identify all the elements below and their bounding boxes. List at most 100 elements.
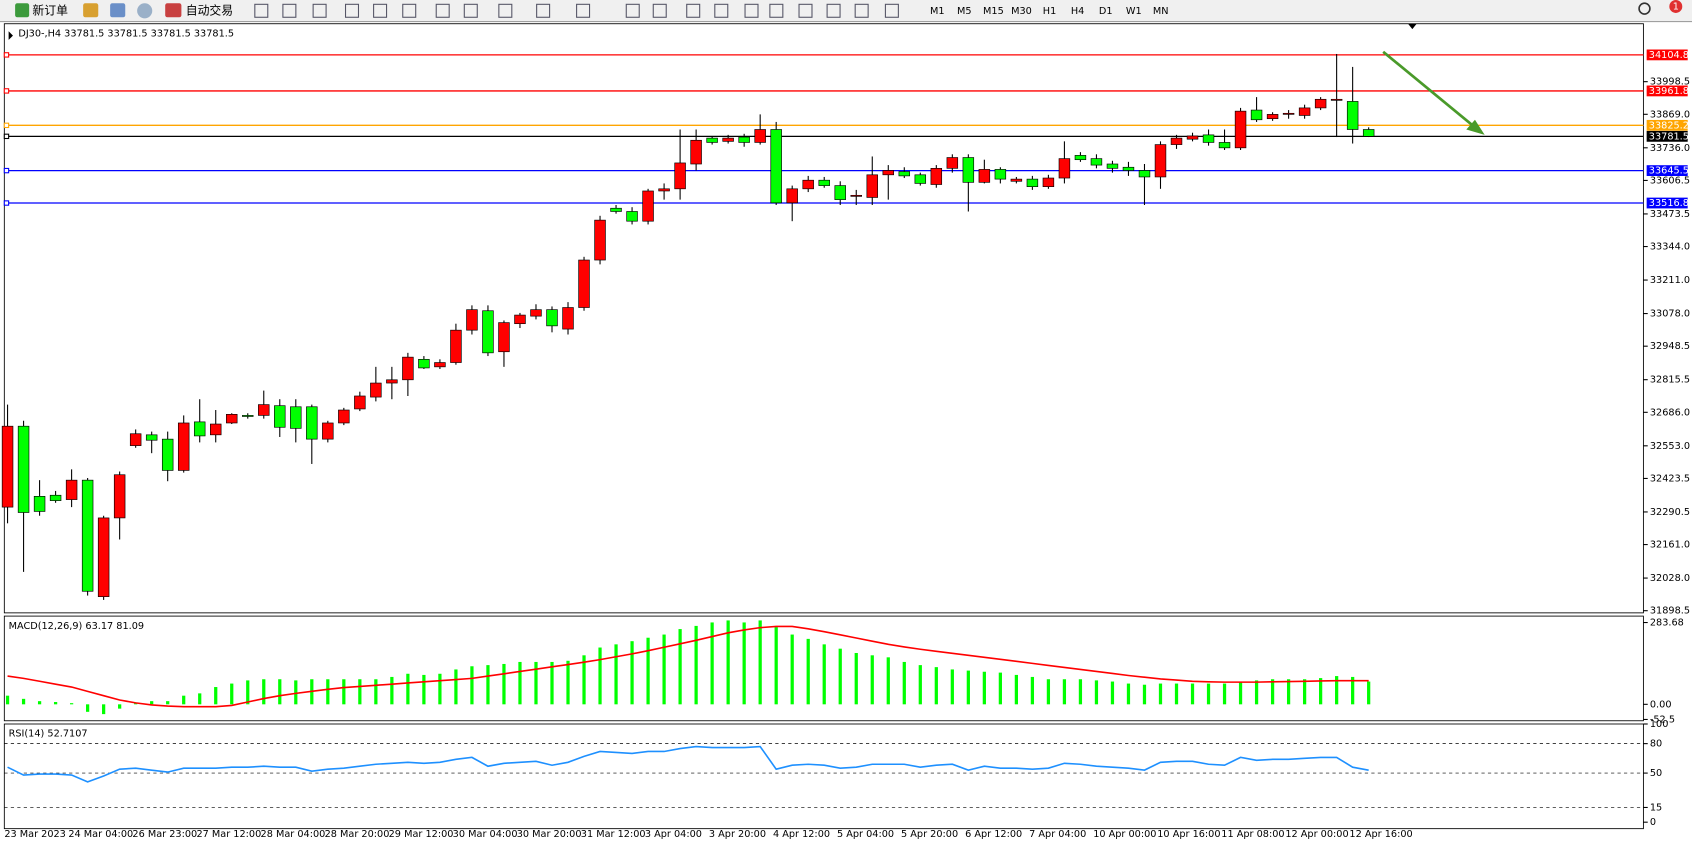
badge-count[interactable]: 1 bbox=[1673, 1, 1679, 12]
macd-bar bbox=[5, 695, 10, 705]
tool-icon[interactable] bbox=[826, 3, 841, 18]
candle-body bbox=[290, 406, 302, 429]
tool-icon[interactable] bbox=[463, 3, 478, 18]
level-handle bbox=[3, 167, 10, 174]
timeframe[interactable]: M15 bbox=[983, 6, 1004, 17]
macd-bar bbox=[326, 679, 330, 705]
new-order[interactable]: 新订单 bbox=[32, 3, 68, 17]
badge[interactable] bbox=[1669, 0, 1683, 13]
tool-icon[interactable] bbox=[498, 3, 513, 18]
candle-body bbox=[1346, 101, 1359, 130]
auto-trade[interactable]: 自动交易 bbox=[186, 3, 233, 17]
x-tick-label: 7 Apr 04:00 bbox=[1029, 829, 1086, 840]
icon[interactable] bbox=[137, 3, 153, 19]
candle-body bbox=[193, 421, 206, 437]
y-tick-label: 33869.0 bbox=[1650, 109, 1690, 120]
timeframe[interactable]: M1 bbox=[930, 6, 945, 17]
tool-icon[interactable] bbox=[625, 3, 640, 18]
candle-body bbox=[594, 219, 606, 261]
macd-bar bbox=[598, 647, 602, 705]
tool-icon[interactable] bbox=[576, 3, 591, 18]
x-tick-label: 12 Apr 00:00 bbox=[1285, 829, 1348, 840]
arrow-annotation bbox=[1382, 50, 1485, 135]
level-handle bbox=[3, 133, 10, 140]
macd-bar bbox=[966, 670, 970, 705]
y-tick-label: 32948.5 bbox=[1650, 341, 1690, 352]
timeframe[interactable]: D1 bbox=[1099, 6, 1113, 17]
timeframe[interactable]: W1 bbox=[1126, 6, 1142, 17]
candle-body bbox=[530, 309, 542, 317]
macd-bar bbox=[294, 680, 298, 705]
candle-body bbox=[1122, 166, 1135, 171]
tool-icon[interactable] bbox=[854, 3, 869, 18]
new-order-icon[interactable] bbox=[15, 3, 30, 18]
search-icon[interactable] bbox=[1638, 2, 1651, 15]
tool-icon[interactable] bbox=[254, 3, 269, 18]
timeframe[interactable]: MN bbox=[1153, 6, 1169, 17]
tool-icon[interactable] bbox=[402, 3, 417, 18]
tool-icon[interactable] bbox=[769, 3, 784, 18]
tool-icon[interactable] bbox=[435, 3, 450, 18]
x-tick-label: 23 Mar 2023 bbox=[4, 829, 66, 840]
icon[interactable] bbox=[110, 3, 126, 18]
timeframe[interactable]: M30 bbox=[1011, 6, 1032, 17]
macd-bar bbox=[630, 641, 634, 705]
candle-body bbox=[818, 179, 830, 186]
candle-body bbox=[706, 137, 718, 143]
macd-bar bbox=[550, 661, 554, 705]
level-tag bbox=[1646, 197, 1688, 209]
y-tick-label: 33473.5 bbox=[1650, 209, 1690, 220]
timeframe[interactable]: H1 bbox=[1043, 6, 1056, 17]
icon[interactable] bbox=[83, 3, 99, 18]
macd-bar bbox=[134, 703, 138, 705]
x-tick-label: 12 Apr 16:00 bbox=[1349, 829, 1412, 840]
tool-icon[interactable] bbox=[714, 3, 729, 18]
candle-body bbox=[49, 494, 62, 501]
x-tick-label: 29 Mar 12:00 bbox=[389, 829, 454, 840]
tool-icon[interactable] bbox=[798, 3, 813, 18]
tool-icon[interactable] bbox=[686, 3, 701, 18]
macd-bar bbox=[998, 672, 1002, 705]
candle-body bbox=[754, 129, 766, 143]
y-tick-label: 33736.0 bbox=[1650, 143, 1690, 154]
candle-body bbox=[978, 169, 991, 183]
macd-bar bbox=[822, 644, 826, 705]
tool-icons bbox=[254, 3, 899, 18]
candle-body bbox=[1202, 134, 1215, 143]
candle-body bbox=[994, 169, 1007, 180]
x-tick-label: 3 Apr 20:00 bbox=[709, 829, 766, 840]
macd-bar bbox=[806, 638, 810, 705]
macd-bar bbox=[214, 687, 218, 705]
rsi-line bbox=[7, 745, 1369, 783]
tool-icon[interactable] bbox=[282, 3, 297, 18]
plot: DJ30-,H4 33781.5 33781.5 33781.5 33781.5… bbox=[1, 28, 1690, 840]
candle-body bbox=[898, 171, 911, 177]
level-handle bbox=[3, 88, 10, 94]
candle-body bbox=[626, 211, 638, 222]
timeframe[interactable]: M5 bbox=[957, 6, 972, 17]
tool-icon[interactable] bbox=[373, 3, 388, 18]
tool-icon[interactable] bbox=[884, 3, 899, 18]
x-tick-label: 30 Mar 04:00 bbox=[453, 829, 518, 840]
macd-bar bbox=[1126, 683, 1131, 705]
candle-body bbox=[306, 406, 318, 440]
toolbar: 新订单 自动交易 M1 M5 M15 M30 H1 H4 D1 W1 MN 1 bbox=[0, 0, 1692, 23]
tool-icon[interactable] bbox=[652, 3, 667, 18]
y-tick-label: 31898.5 bbox=[1650, 606, 1690, 617]
auto-trade-icon[interactable] bbox=[165, 3, 182, 18]
macd-bar bbox=[1367, 681, 1371, 705]
level-tag bbox=[1646, 119, 1688, 131]
tool-icon[interactable] bbox=[536, 3, 551, 18]
tool-icon[interactable] bbox=[344, 3, 360, 18]
toolbar-bg bbox=[0, 0, 1692, 22]
macd-bar bbox=[1110, 681, 1115, 705]
macd-bar bbox=[614, 644, 618, 705]
tool-icon[interactable] bbox=[312, 3, 327, 18]
macd-bar bbox=[86, 704, 90, 712]
candle-body bbox=[770, 129, 782, 204]
candle-body bbox=[1106, 163, 1119, 169]
tool-icon[interactable] bbox=[744, 3, 759, 18]
timeframe[interactable]: H4 bbox=[1071, 6, 1084, 17]
